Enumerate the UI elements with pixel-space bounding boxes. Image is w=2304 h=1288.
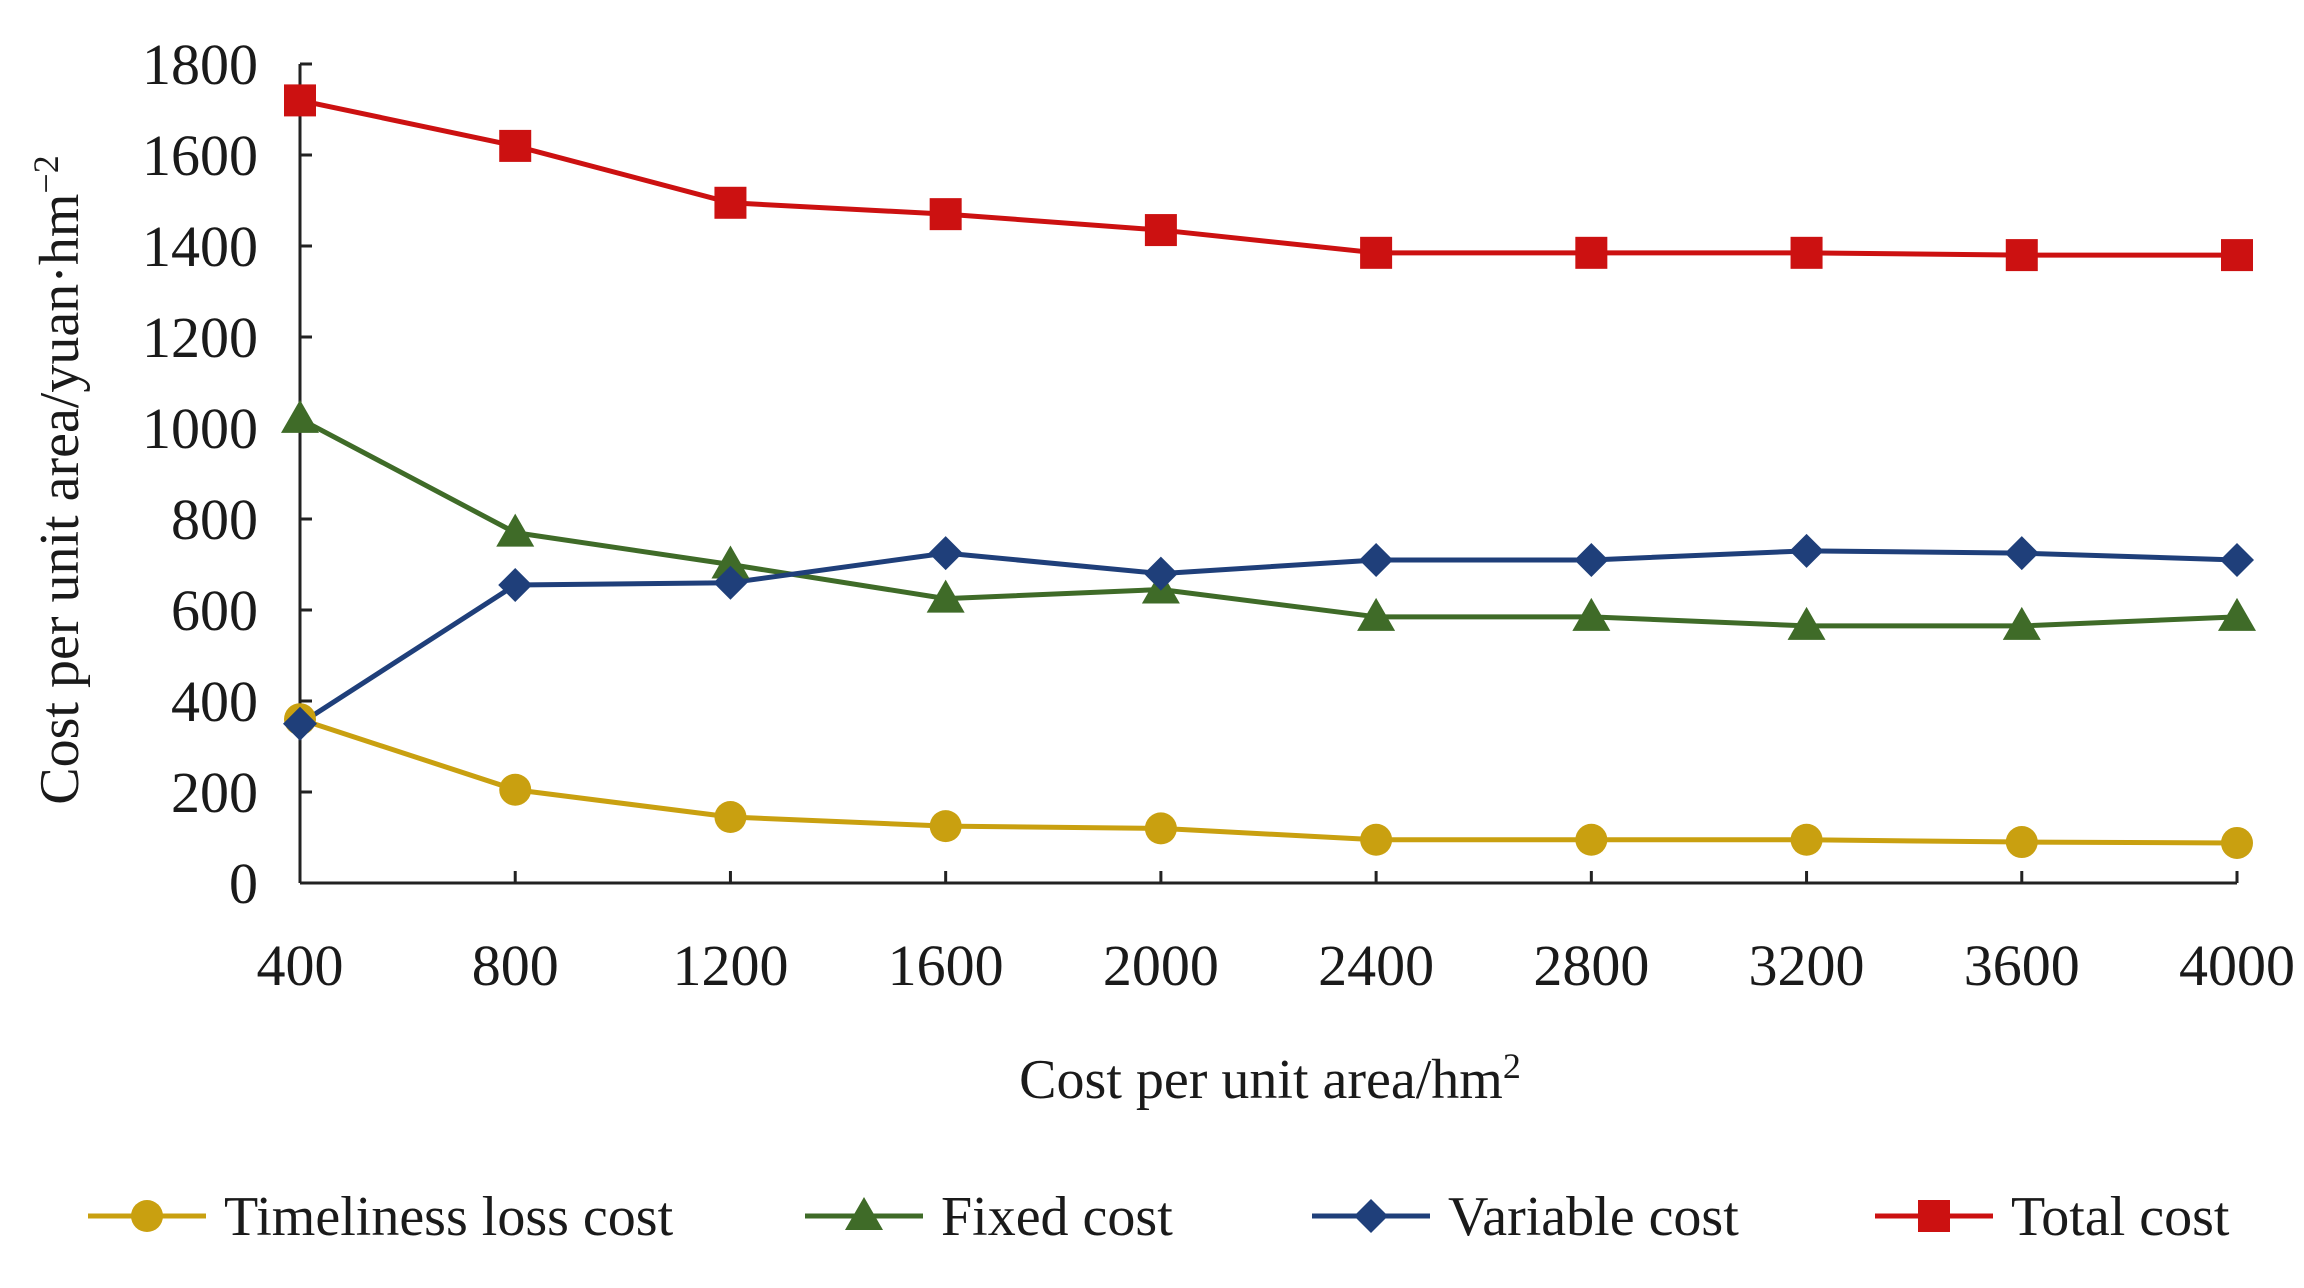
legend-marker	[1354, 1199, 1388, 1233]
y-tick-label: 1400	[142, 214, 258, 279]
variable-cost-point	[283, 706, 317, 741]
y-axis-title: Cost per unit area/yuan·hm−2	[26, 155, 91, 804]
total-cost-point	[1360, 236, 1393, 269]
x-tick-label: 400	[257, 933, 344, 998]
y-tick-label: 400	[171, 669, 258, 734]
variable-cost-point	[1143, 556, 1178, 591]
legend-item-variable-cost: Variable cost	[1312, 1186, 1739, 1248]
legend-label: Total cost	[2011, 1186, 2230, 1248]
total-cost-point	[714, 186, 747, 219]
fixed-cost-point	[281, 399, 319, 433]
timeliness-loss-cost-point	[1575, 823, 1608, 856]
legend-item-fixed-cost: Fixed cost	[805, 1186, 1173, 1248]
y-tick-label: 200	[171, 760, 258, 825]
x-axis-title: Cost per unit area/hm2	[1019, 1046, 1521, 1111]
legend-marker	[845, 1197, 883, 1230]
x-tick-label: 2800	[1533, 933, 1649, 998]
fixed-cost-line	[298, 416, 2238, 629]
legend-marker	[131, 1200, 163, 1232]
variable-cost-line	[298, 548, 2238, 726]
y-tick-label: 1000	[142, 396, 258, 461]
legend-label: Fixed cost	[941, 1186, 1173, 1248]
timeliness-loss-cost-point	[2005, 826, 2038, 859]
x-tick-label: 2400	[1318, 933, 1434, 998]
fixed-cost-point	[926, 579, 965, 613]
y-tick-label: 1800	[142, 32, 258, 97]
fixed-cost-point	[1787, 606, 1826, 640]
fixed-cost-point	[496, 513, 535, 547]
y-tick-label: 600	[171, 578, 258, 643]
variable-cost-point	[1574, 542, 1609, 577]
total-cost-point	[284, 84, 316, 117]
variable-cost-point	[498, 567, 533, 602]
legend: Timeliness loss cost Fixed cost Variable c…	[88, 1186, 2230, 1248]
series-markers	[281, 84, 2256, 859]
fixed-cost-point	[2002, 606, 2041, 640]
legend-label: Timeliness loss cost	[224, 1186, 674, 1248]
total-cost-point	[1790, 236, 1823, 269]
total-cost-point	[2005, 239, 2038, 272]
legend-item-timeliness-loss-cost: Timeliness loss cost	[88, 1186, 674, 1248]
timeliness-loss-cost-point	[2221, 826, 2253, 859]
legend-item-total-cost: Total cost	[1875, 1186, 2230, 1248]
variable-cost-point	[2220, 542, 2254, 577]
total-cost-point	[499, 129, 532, 162]
x-tick-label: 3200	[1749, 933, 1865, 998]
x-tick-label: 800	[472, 933, 559, 998]
y-tick-label: 0	[229, 851, 258, 916]
fixed-cost-point	[2218, 597, 2256, 631]
timeliness-loss-cost-point	[714, 801, 747, 834]
timeliness-loss-cost-point	[929, 810, 962, 843]
variable-cost-point	[1359, 542, 1394, 577]
y-tick-label: 800	[171, 487, 258, 552]
timeliness-loss-cost-line	[299, 716, 2238, 846]
total-cost-point	[2221, 239, 2253, 272]
total-cost-point	[1144, 214, 1177, 247]
fixed-cost-point	[1357, 597, 1396, 631]
y-tick-label: 1200	[142, 305, 258, 370]
timeliness-loss-cost-point	[1144, 812, 1177, 845]
axes: 0 200 400 600 800 1000 1200 1400 1600 1800 400 800 1…	[142, 32, 2295, 998]
total-cost-line	[299, 97, 2237, 258]
legend-label: Variable cost	[1448, 1186, 1739, 1248]
timeliness-loss-cost-point	[1360, 823, 1393, 856]
fixed-cost-point	[711, 545, 750, 579]
variable-cost-point	[713, 565, 748, 600]
variable-cost-point	[928, 536, 963, 571]
total-cost-point	[929, 198, 962, 231]
series-lines	[298, 97, 2238, 846]
y-tick-label: 1600	[142, 123, 258, 188]
variable-cost-point	[1789, 533, 1824, 568]
x-tick-label: 4000	[2179, 933, 2295, 998]
variable-cost-point	[2004, 536, 2039, 571]
x-tick-label: 1600	[888, 933, 1004, 998]
legend-marker	[1918, 1200, 1950, 1232]
fixed-cost-point	[1572, 597, 1611, 631]
x-tick-label: 2000	[1103, 933, 1219, 998]
x-tick-label: 3600	[1964, 933, 2080, 998]
timeliness-loss-cost-point	[1790, 823, 1823, 856]
timeliness-loss-cost-point	[499, 773, 532, 806]
total-cost-point	[1575, 236, 1608, 269]
x-tick-label: 1200	[672, 933, 788, 998]
